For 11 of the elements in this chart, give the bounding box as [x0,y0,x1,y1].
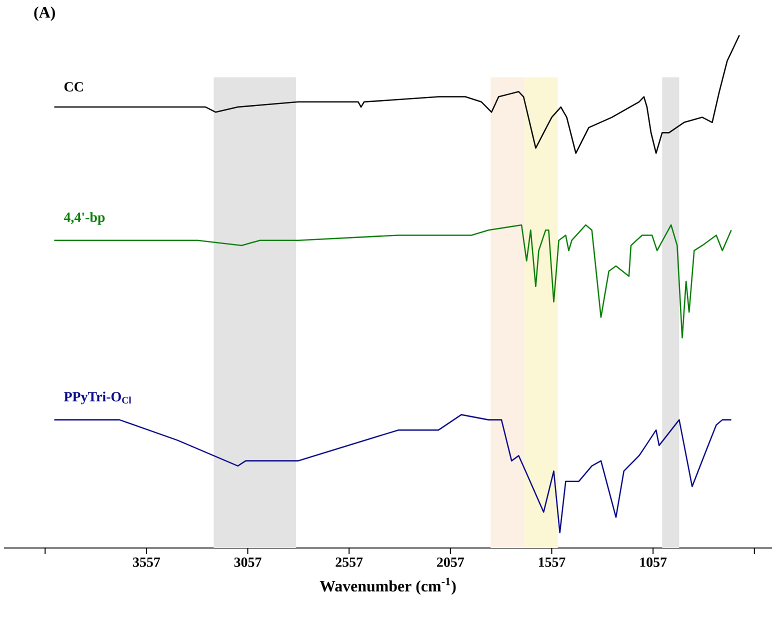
series-label: CC [64,82,83,92]
series-label: 4,4'-bp [64,212,105,225]
x-tick-label: 3057 [234,558,262,567]
x-tick-label: 3557 [133,558,160,567]
x-tick-label: 2057 [437,558,464,567]
x-tick-label: 1557 [538,558,566,567]
x-axis-title: Wavenumber (cm$^{-1}$) [320,578,456,595]
x-tick-label: 1057 [640,558,667,567]
chart-title: (A) [34,6,55,21]
x-tick-label: 2557 [336,558,363,567]
series-label: PPyTri-O$_{Cl}$ [64,392,132,404]
